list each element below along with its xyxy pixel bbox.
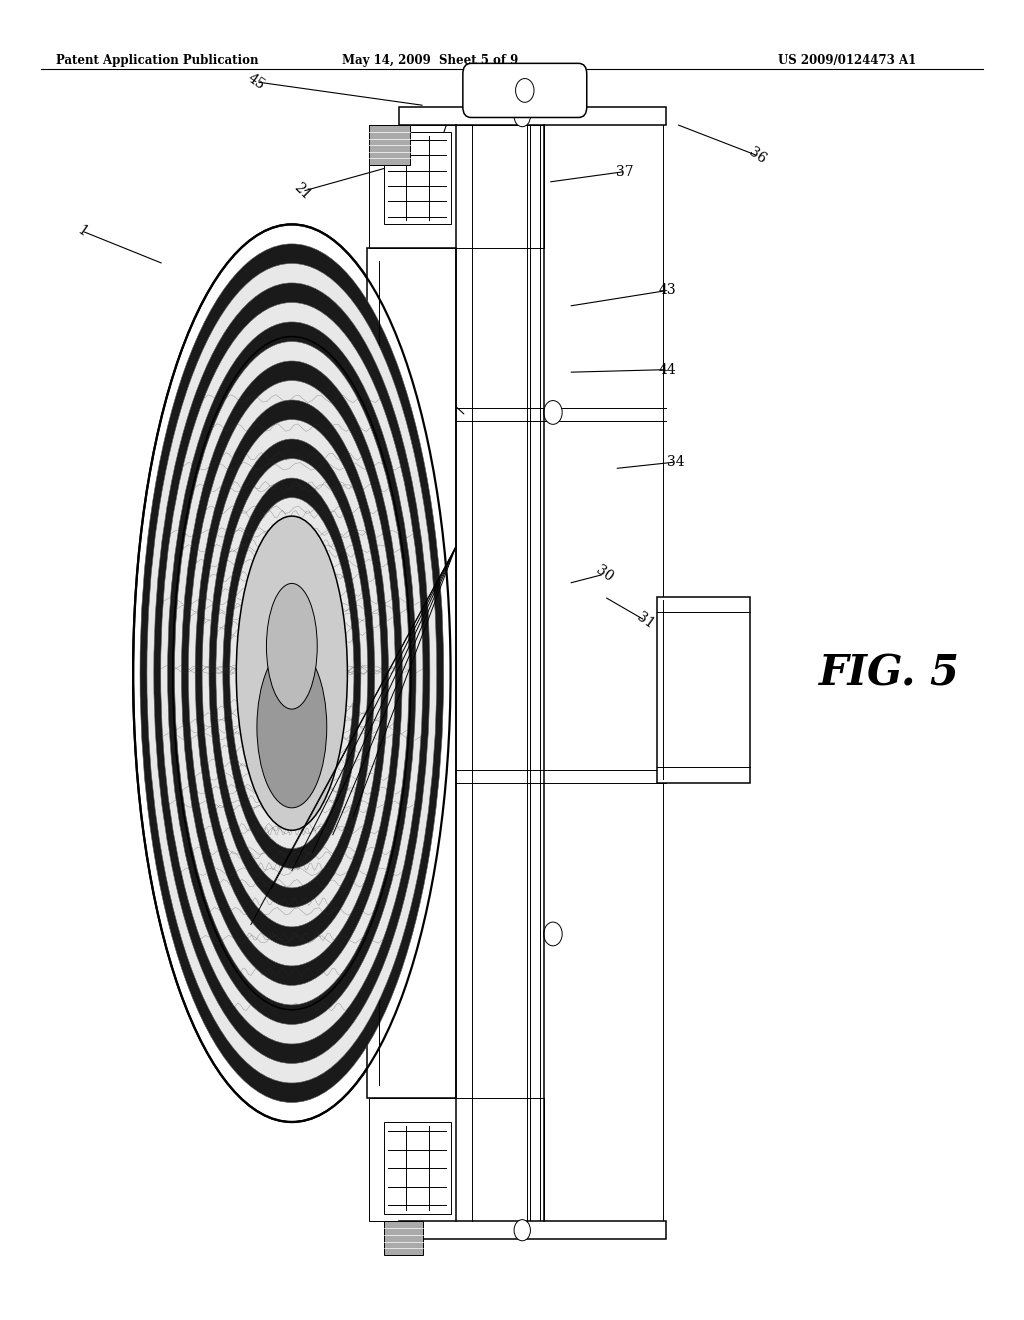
Text: 34: 34 — [667, 455, 685, 469]
Text: US 2009/0124473 A1: US 2009/0124473 A1 — [778, 54, 916, 67]
Ellipse shape — [285, 653, 299, 693]
Bar — [384, 132, 451, 224]
Ellipse shape — [118, 205, 466, 1142]
Text: Patent Application Publication: Patent Application Publication — [56, 54, 259, 67]
Ellipse shape — [161, 302, 423, 1044]
Bar — [657, 597, 750, 783]
Ellipse shape — [181, 360, 402, 986]
Ellipse shape — [168, 322, 416, 1024]
Text: 20: 20 — [150, 640, 168, 653]
Circle shape — [516, 79, 535, 103]
Ellipse shape — [133, 224, 451, 1122]
Ellipse shape — [257, 576, 327, 771]
Circle shape — [544, 400, 562, 424]
Circle shape — [544, 923, 562, 946]
Text: May 14, 2009  Sheet 5 of 9: May 14, 2009 Sheet 5 of 9 — [342, 54, 518, 67]
Ellipse shape — [237, 516, 347, 830]
Ellipse shape — [266, 583, 317, 709]
Ellipse shape — [244, 537, 340, 809]
Ellipse shape — [209, 440, 375, 907]
Ellipse shape — [140, 244, 443, 1102]
Text: 21: 21 — [291, 181, 313, 202]
Text: 30: 30 — [593, 564, 615, 585]
Bar — [369, 1098, 544, 1221]
Circle shape — [514, 1220, 530, 1241]
Bar — [369, 125, 410, 165]
Text: 40: 40 — [437, 108, 460, 129]
Text: 1: 1 — [75, 223, 89, 239]
Ellipse shape — [229, 498, 354, 849]
Ellipse shape — [188, 380, 395, 966]
Text: 45: 45 — [245, 71, 267, 92]
Ellipse shape — [196, 400, 388, 946]
Circle shape — [514, 106, 530, 127]
Ellipse shape — [257, 647, 327, 808]
Ellipse shape — [264, 595, 319, 751]
Text: 43: 43 — [658, 284, 677, 297]
Ellipse shape — [216, 458, 368, 888]
Ellipse shape — [202, 420, 382, 927]
Ellipse shape — [251, 556, 333, 791]
Bar — [399, 107, 666, 125]
Ellipse shape — [279, 634, 305, 713]
Ellipse shape — [237, 517, 347, 829]
FancyBboxPatch shape — [463, 63, 587, 117]
Ellipse shape — [146, 264, 437, 1082]
Text: 36: 36 — [746, 145, 769, 166]
Ellipse shape — [154, 282, 430, 1064]
Ellipse shape — [271, 615, 312, 731]
Text: FIG. 5: FIG. 5 — [819, 652, 961, 694]
Bar — [384, 1221, 423, 1255]
Text: 31: 31 — [634, 610, 656, 631]
Text: 37: 37 — [615, 165, 634, 178]
Text: 24: 24 — [421, 376, 439, 389]
Bar — [399, 1221, 666, 1239]
Ellipse shape — [174, 342, 410, 1005]
Text: 44: 44 — [658, 363, 677, 376]
Bar — [369, 125, 544, 248]
Ellipse shape — [223, 478, 360, 869]
Bar — [384, 1122, 451, 1214]
Bar — [367, 248, 456, 1098]
